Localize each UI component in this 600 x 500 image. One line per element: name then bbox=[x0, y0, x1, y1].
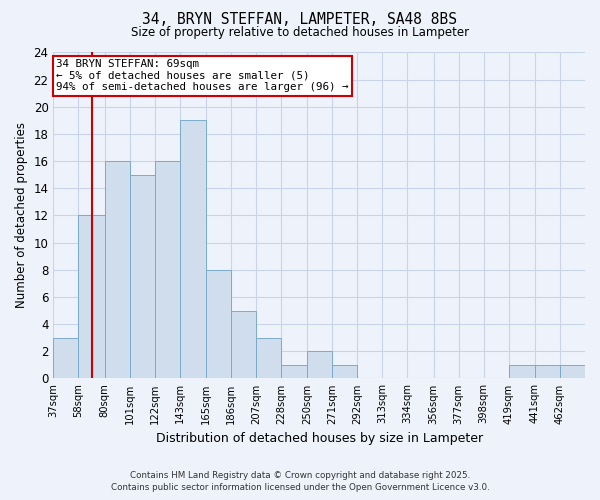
Bar bbox=[104, 161, 130, 378]
Bar bbox=[535, 365, 560, 378]
Bar bbox=[155, 161, 180, 378]
Text: Contains HM Land Registry data © Crown copyright and database right 2025.
Contai: Contains HM Land Registry data © Crown c… bbox=[110, 471, 490, 492]
Bar bbox=[79, 216, 104, 378]
Text: Size of property relative to detached houses in Lampeter: Size of property relative to detached ho… bbox=[131, 26, 469, 39]
Bar bbox=[256, 338, 281, 378]
X-axis label: Distribution of detached houses by size in Lampeter: Distribution of detached houses by size … bbox=[155, 432, 483, 445]
Bar bbox=[509, 365, 535, 378]
Text: 34 BRYN STEFFAN: 69sqm
← 5% of detached houses are smaller (5)
94% of semi-detac: 34 BRYN STEFFAN: 69sqm ← 5% of detached … bbox=[56, 60, 349, 92]
Bar bbox=[560, 365, 585, 378]
Bar bbox=[281, 365, 307, 378]
Text: 34, BRYN STEFFAN, LAMPETER, SA48 8BS: 34, BRYN STEFFAN, LAMPETER, SA48 8BS bbox=[143, 12, 458, 28]
Y-axis label: Number of detached properties: Number of detached properties bbox=[15, 122, 28, 308]
Bar bbox=[332, 365, 358, 378]
Bar bbox=[307, 352, 332, 378]
Bar bbox=[130, 174, 155, 378]
Bar bbox=[231, 310, 256, 378]
Bar bbox=[206, 270, 231, 378]
Bar bbox=[180, 120, 206, 378]
Bar bbox=[53, 338, 79, 378]
